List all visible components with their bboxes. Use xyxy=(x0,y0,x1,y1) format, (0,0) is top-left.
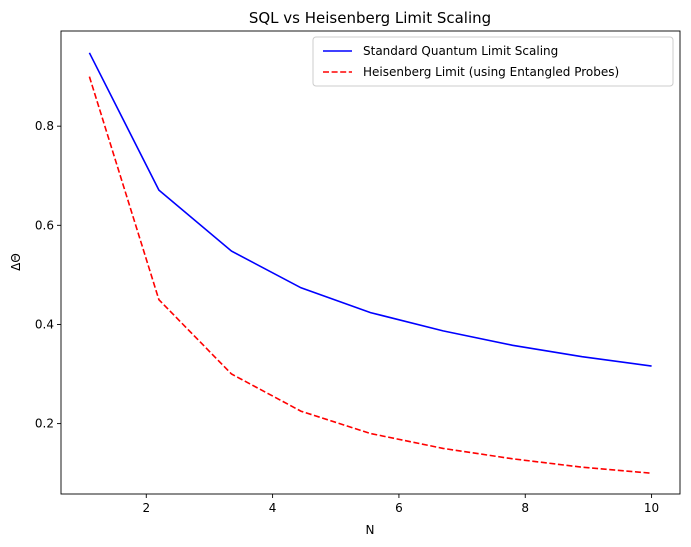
legend-box xyxy=(312,36,674,87)
x-tick-label: 2 xyxy=(142,501,150,515)
legend-label-0: Standard Quantum Limit Scaling xyxy=(363,44,558,58)
x-tick-label: 8 xyxy=(521,501,529,515)
legend-label-1: Heisenberg Limit (using Entangled Probes… xyxy=(363,65,619,79)
y-tick-label: 0.8 xyxy=(35,119,54,133)
legend: Standard Quantum Limit Scaling Heisenberg… xyxy=(312,36,674,87)
x-tick-label: 6 xyxy=(395,501,403,515)
y-tick-label: 0.4 xyxy=(35,317,54,331)
x-tick-label: 10 xyxy=(644,501,659,515)
x-tick-label: 4 xyxy=(269,501,277,515)
series-line-0 xyxy=(88,52,652,367)
y-axis-label: ΔΘ xyxy=(9,253,23,271)
x-axis-label: N xyxy=(366,523,375,537)
y-tick-label: 0.2 xyxy=(35,417,54,431)
series-line-1 xyxy=(88,76,652,474)
y-tick-label: 0.6 xyxy=(35,218,54,232)
plot-area-frame xyxy=(60,30,681,495)
axis-ticks: 2 4 6 8 10 0.2 0.4 0.6 0.8 xyxy=(35,119,659,515)
chart-title: SQL vs Heisenberg Limit Scaling xyxy=(249,9,491,27)
series-lines xyxy=(88,52,652,474)
